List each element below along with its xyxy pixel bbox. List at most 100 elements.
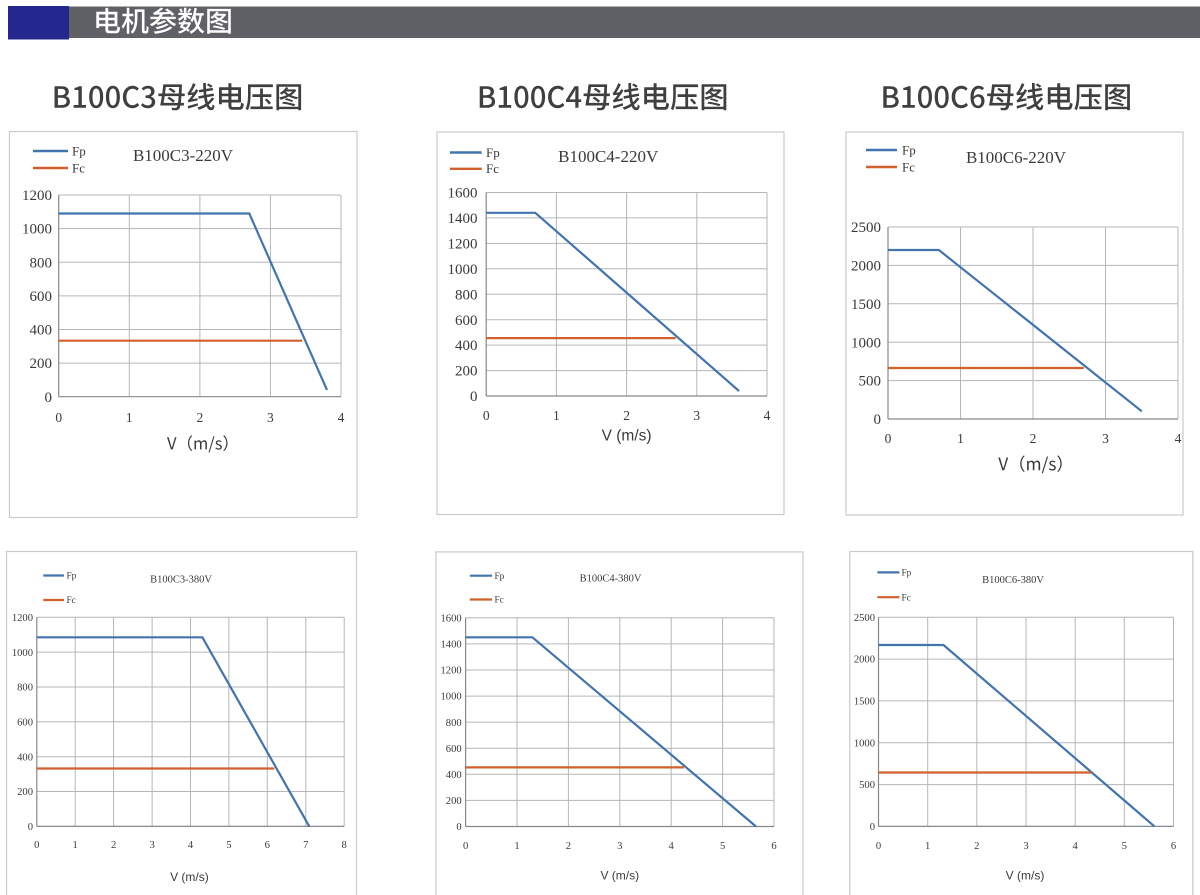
svg-text:0: 0 <box>483 408 490 423</box>
svg-text:0: 0 <box>55 410 62 425</box>
svg-text:500: 500 <box>859 374 882 390</box>
svg-text:5: 5 <box>1122 841 1127 852</box>
svg-text:200: 200 <box>446 796 462 807</box>
svg-text:0: 0 <box>870 822 875 833</box>
svg-text:1: 1 <box>957 431 964 446</box>
svg-text:200: 200 <box>455 364 478 380</box>
svg-text:2500: 2500 <box>851 220 881 236</box>
svg-text:1: 1 <box>73 840 78 851</box>
svg-text:1600: 1600 <box>448 186 478 202</box>
svg-text:500: 500 <box>859 780 875 791</box>
svg-text:2: 2 <box>566 841 571 852</box>
svg-text:1000: 1000 <box>851 335 881 351</box>
svg-text:600: 600 <box>30 289 53 305</box>
svg-text:400: 400 <box>455 338 478 354</box>
svg-text:0: 0 <box>874 412 882 428</box>
svg-text:Fp: Fp <box>72 143 86 158</box>
svg-text:2000: 2000 <box>854 655 875 666</box>
svg-text:Fp: Fp <box>67 572 77 582</box>
svg-text:V (m/s): V (m/s) <box>170 870 209 884</box>
svg-text:800: 800 <box>455 287 478 303</box>
svg-text:1000: 1000 <box>441 692 462 703</box>
svg-text:B100C4-220V: B100C4-220V <box>558 147 659 166</box>
svg-text:1200: 1200 <box>441 666 462 677</box>
svg-text:2000: 2000 <box>851 259 881 275</box>
svg-text:2: 2 <box>1030 431 1037 446</box>
svg-text:Fp: Fp <box>902 569 912 579</box>
svg-text:2500: 2500 <box>854 613 875 624</box>
svg-text:B100C4-380V: B100C4-380V <box>580 574 642 585</box>
svg-text:1200: 1200 <box>12 613 33 624</box>
svg-text:1: 1 <box>514 841 519 852</box>
svg-text:6: 6 <box>265 840 270 851</box>
svg-text:V (m/s): V (m/s) <box>600 869 639 883</box>
svg-text:1500: 1500 <box>851 297 881 313</box>
svg-text:5: 5 <box>226 840 231 851</box>
svg-text:3: 3 <box>1102 431 1109 446</box>
svg-text:5: 5 <box>720 841 725 852</box>
svg-text:Fp: Fp <box>486 145 500 160</box>
svg-text:1200: 1200 <box>448 237 478 253</box>
svg-text:2: 2 <box>197 410 204 425</box>
svg-text:2: 2 <box>111 840 116 851</box>
svg-text:1000: 1000 <box>448 262 478 278</box>
svg-text:Fc: Fc <box>902 159 915 174</box>
svg-text:2: 2 <box>974 841 979 852</box>
svg-text:0: 0 <box>885 431 892 446</box>
svg-text:800: 800 <box>446 718 462 729</box>
svg-text:Fc: Fc <box>902 593 911 603</box>
svg-text:2: 2 <box>623 408 630 423</box>
svg-text:3: 3 <box>693 408 700 423</box>
svg-text:B100C6-220V: B100C6-220V <box>966 148 1067 167</box>
svg-text:4: 4 <box>188 840 194 851</box>
svg-text:0: 0 <box>463 841 468 852</box>
svg-text:1400: 1400 <box>441 640 462 651</box>
svg-text:Fp: Fp <box>495 572 505 582</box>
svg-text:8: 8 <box>342 840 347 851</box>
svg-text:600: 600 <box>17 718 33 729</box>
svg-text:B100C3-220V: B100C3-220V <box>133 146 234 165</box>
svg-text:4: 4 <box>764 408 771 423</box>
svg-text:600: 600 <box>455 313 478 329</box>
svg-text:3: 3 <box>1023 841 1028 852</box>
svg-text:3: 3 <box>617 841 622 852</box>
svg-text:1600: 1600 <box>441 613 462 624</box>
svg-text:0: 0 <box>45 390 53 406</box>
svg-text:7: 7 <box>303 840 308 851</box>
svg-text:400: 400 <box>17 752 33 763</box>
svg-text:1: 1 <box>925 841 930 852</box>
svg-text:400: 400 <box>30 323 53 339</box>
svg-text:1400: 1400 <box>448 211 478 227</box>
svg-text:1: 1 <box>553 408 560 423</box>
svg-text:200: 200 <box>17 787 33 798</box>
svg-text:1: 1 <box>126 410 133 425</box>
svg-text:Fc: Fc <box>72 160 85 175</box>
svg-text:1000: 1000 <box>854 738 875 749</box>
svg-text:400: 400 <box>446 770 462 781</box>
svg-text:0: 0 <box>456 822 461 833</box>
svg-text:1000: 1000 <box>22 222 52 238</box>
svg-text:1500: 1500 <box>854 697 875 708</box>
svg-text:4: 4 <box>1073 841 1079 852</box>
svg-text:4: 4 <box>338 410 345 425</box>
svg-text:B100C6-380V: B100C6-380V <box>982 575 1044 586</box>
svg-text:B100C3-380V: B100C3-380V <box>150 575 212 586</box>
svg-text:6: 6 <box>1171 841 1176 852</box>
svg-text:0: 0 <box>876 841 881 852</box>
svg-text:3: 3 <box>267 410 274 425</box>
svg-text:200: 200 <box>30 356 53 372</box>
svg-text:Fc: Fc <box>67 596 76 606</box>
svg-text:Fp: Fp <box>902 142 916 157</box>
svg-text:0: 0 <box>28 822 33 833</box>
svg-text:800: 800 <box>17 683 33 694</box>
svg-text:800: 800 <box>30 255 53 271</box>
svg-text:Fc: Fc <box>495 596 504 606</box>
svg-text:1200: 1200 <box>22 188 52 204</box>
svg-text:Fc: Fc <box>486 161 499 176</box>
svg-text:0: 0 <box>470 389 478 405</box>
svg-text:4: 4 <box>669 841 675 852</box>
svg-text:4: 4 <box>1175 431 1182 446</box>
svg-text:V (m/s): V (m/s) <box>1006 869 1045 883</box>
svg-text:600: 600 <box>446 744 462 755</box>
svg-text:3: 3 <box>149 840 154 851</box>
